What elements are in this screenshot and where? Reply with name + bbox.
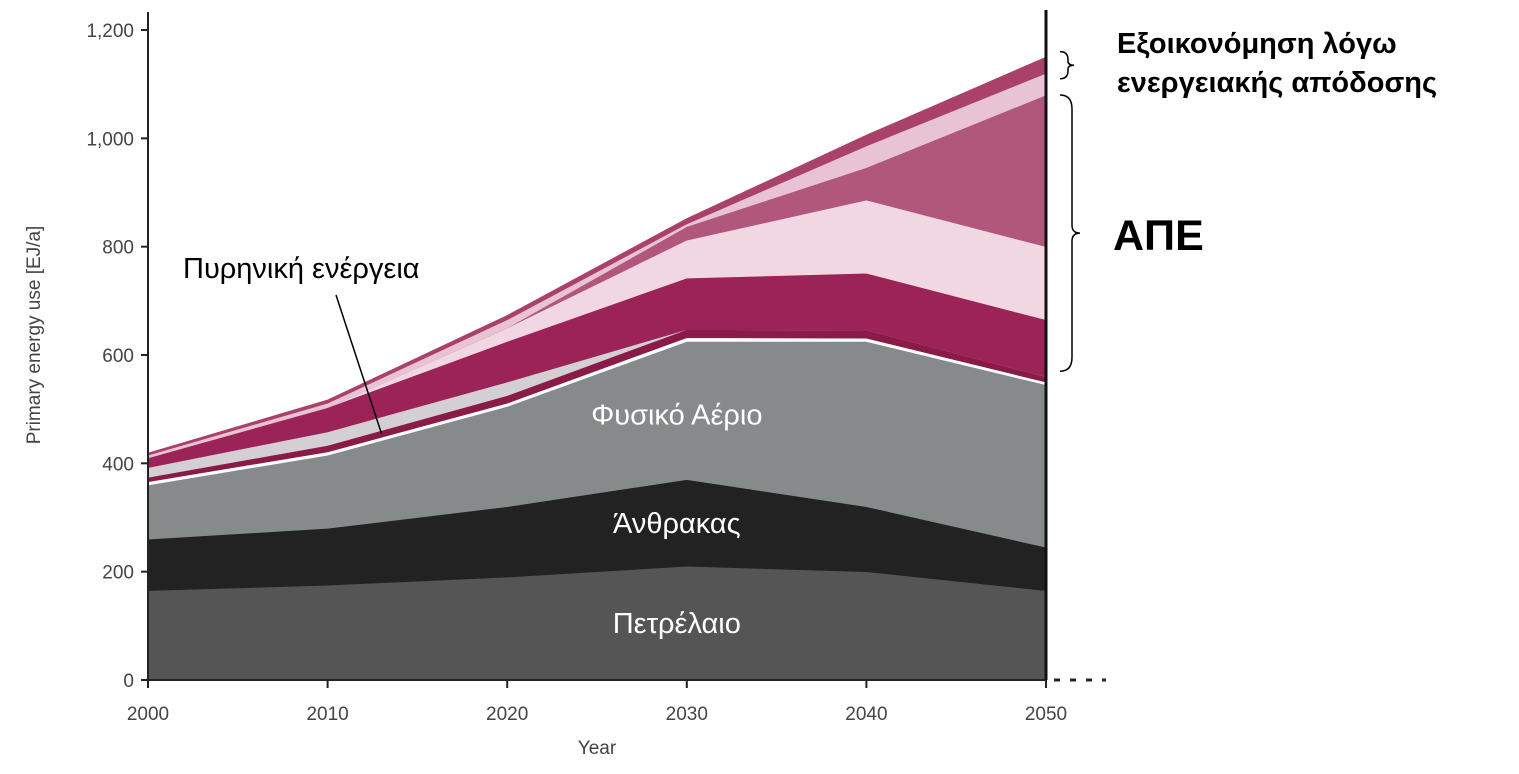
y-tick-label: 1,200	[86, 21, 134, 42]
stacked-areas	[147, 56, 1047, 681]
x-tick-label: 2000	[127, 704, 169, 725]
y-ticks: 0 200 400 600 800 1,000 1,200	[86, 21, 148, 692]
label-oil: Πετρέλαιο	[613, 608, 741, 640]
label-nuclear: Πυρηνική ενέργεια	[183, 253, 420, 285]
label-natural-gas: Φυσικό Αέριο	[591, 400, 762, 432]
label-coal: Άνθρακας	[613, 508, 741, 540]
y-tick-label: 400	[102, 454, 134, 475]
x-tick-label: 2030	[666, 704, 708, 725]
x-ticks: 2000 2010 2020 2030 2040 2050	[127, 680, 1067, 725]
label-renewables: ΑΠΕ	[1113, 212, 1204, 260]
y-tick-label: 0	[123, 671, 134, 692]
nuclear-leader-line	[335, 294, 383, 434]
renewables-bracket	[1059, 94, 1081, 372]
y-tick-label: 1,000	[86, 129, 134, 150]
y-axis-title: Primary energy use [EJ/a]	[24, 226, 45, 445]
x-tick-label: 2010	[306, 704, 348, 725]
x-tick-label: 2050	[1025, 704, 1067, 725]
label-efficiency-line2: ενεργειακής απόδοσης	[1117, 67, 1437, 99]
y-tick-label: 800	[102, 238, 134, 259]
x-tick-label: 2040	[845, 704, 887, 725]
efficiency-bracket	[1059, 50, 1075, 80]
y-tick-label: 200	[102, 563, 134, 584]
y-tick-label: 600	[102, 346, 134, 367]
x-axis-title: Year	[578, 738, 617, 759]
x-tick-label: 2020	[486, 704, 528, 725]
label-efficiency-line1: Εξοικονόμηση λόγω	[1117, 28, 1397, 60]
